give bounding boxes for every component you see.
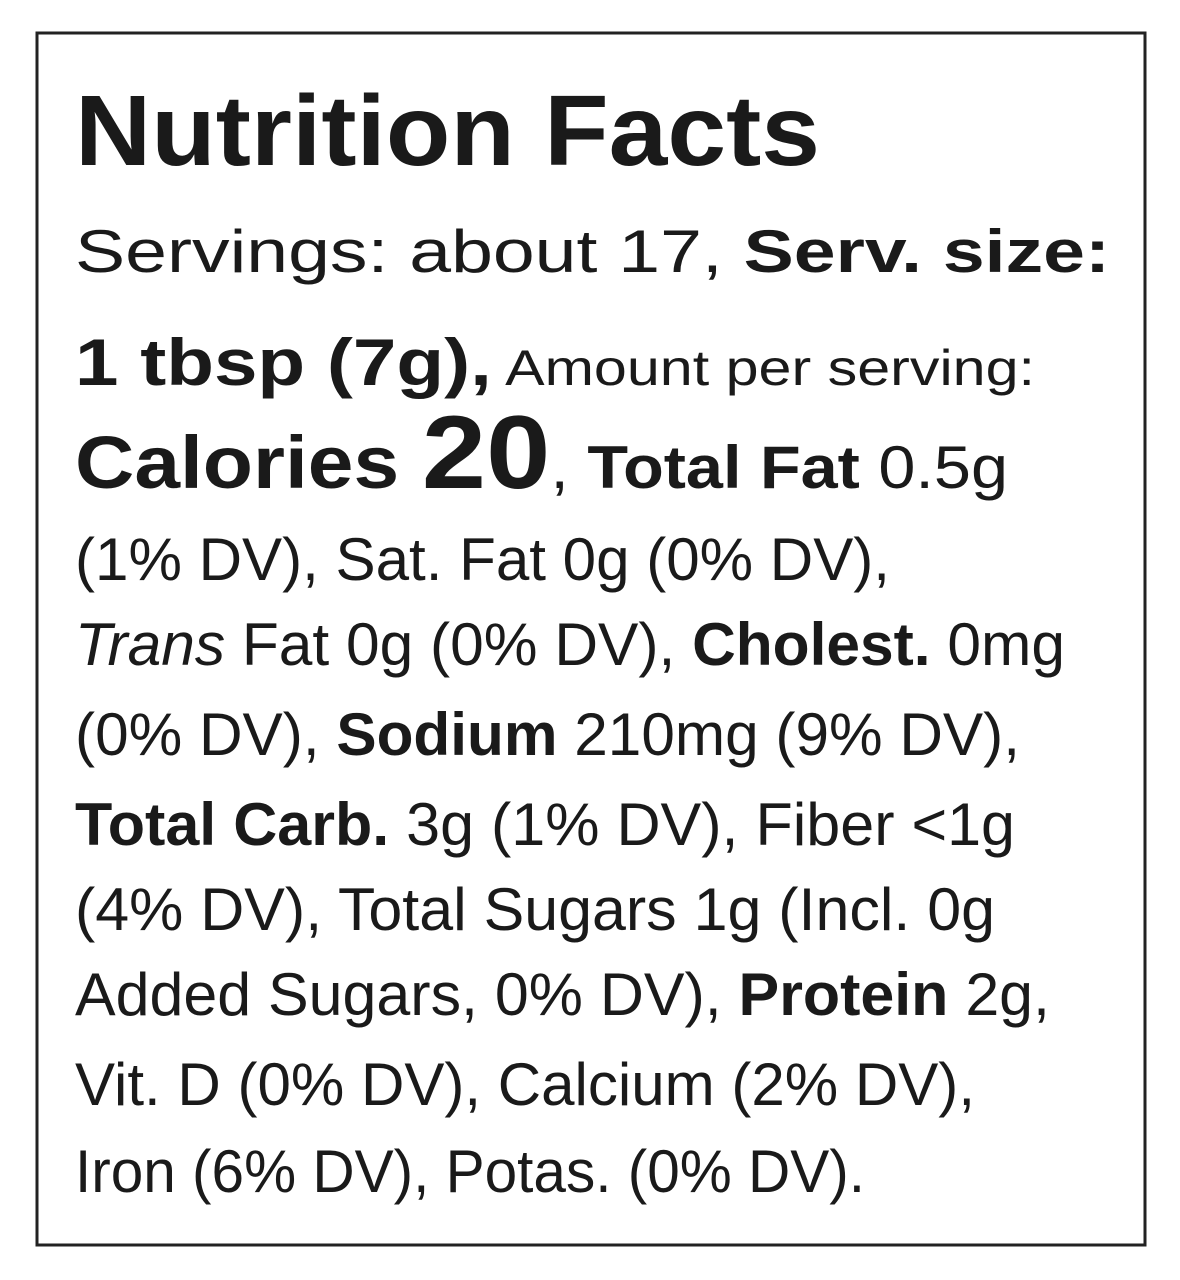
- line: Calories 20, Total Fat 0.5g: [75, 395, 1008, 511]
- text: Added Sugars, 0% DV),: [75, 961, 739, 1028]
- text: (0% DV),: [75, 701, 336, 768]
- text: 0.5g: [860, 434, 1008, 501]
- line: Total Carb. 3g (1% DV), Fiber <1g: [75, 791, 1015, 858]
- text-bold: Sodium: [336, 701, 557, 768]
- line: Iron (6% DV), Potas. (0% DV).: [75, 1138, 865, 1205]
- text-bold: Cholest.: [692, 611, 931, 678]
- text: ,: [550, 434, 587, 501]
- text-bold: Serv. size:: [744, 218, 1110, 285]
- line: (0% DV), Sodium 210mg (9% DV),: [75, 701, 1020, 768]
- line: (1% DV), Sat. Fat 0g (0% DV),: [75, 526, 890, 593]
- title: Nutrition Facts: [75, 75, 820, 187]
- text-bold: Total Carb.: [75, 791, 389, 858]
- calories-label: Calories: [75, 421, 422, 504]
- line: Servings: about 17, Serv. size:: [75, 218, 1110, 285]
- text: 3g (1% DV), Fiber <1g: [389, 791, 1015, 858]
- line: Vit. D (0% DV), Calcium (2% DV),: [75, 1051, 975, 1118]
- text: Vit. D (0% DV), Calcium (2% DV),: [75, 1051, 975, 1118]
- text: 210mg (9% DV),: [557, 701, 1020, 768]
- text: Fat 0g (0% DV),: [225, 611, 692, 678]
- text: (1% DV), Sat. Fat 0g (0% DV),: [75, 526, 890, 593]
- line: Trans Fat 0g (0% DV), Cholest. 0mg: [75, 611, 1065, 678]
- text-bold: Protein: [739, 961, 949, 1028]
- line: (4% DV), Total Sugars 1g (Incl. 0g: [75, 876, 995, 943]
- text-bold: Total Fat: [587, 434, 860, 501]
- text: Iron (6% DV), Potas. (0% DV).: [75, 1138, 865, 1205]
- text: 0mg: [931, 611, 1065, 678]
- text: 2g,: [948, 961, 1050, 1028]
- text: (4% DV), Total Sugars 1g (Incl. 0g: [75, 876, 995, 943]
- line: 1 tbsp (7g), Amount per serving:: [75, 325, 1035, 399]
- line: Added Sugars, 0% DV), Protein 2g,: [75, 961, 1050, 1028]
- text: Servings: about 17,: [75, 218, 744, 285]
- text: Amount per serving:: [492, 340, 1035, 396]
- label-border: [35, 31, 1147, 1247]
- text-bold: 1 tbsp (7g),: [75, 325, 492, 399]
- text-italic: Trans: [75, 611, 225, 678]
- calories-value: 20: [422, 395, 550, 511]
